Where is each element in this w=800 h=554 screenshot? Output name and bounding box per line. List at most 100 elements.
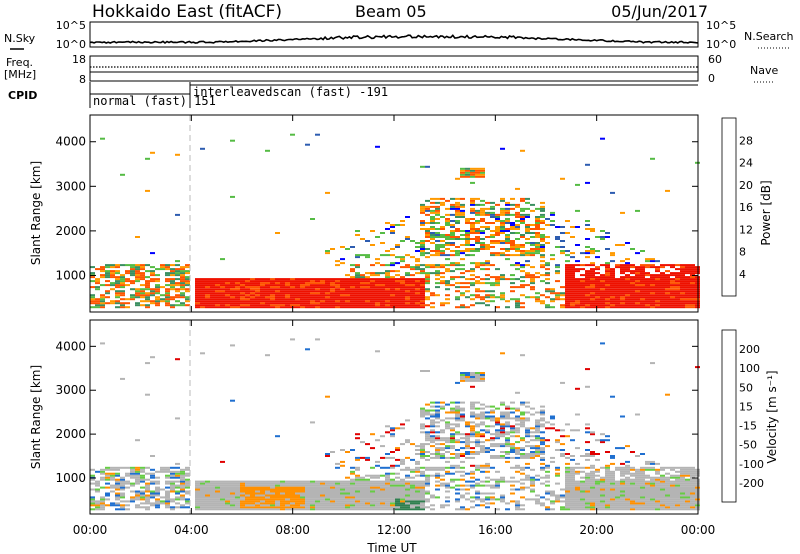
power-cell — [445, 220, 450, 222]
power-cell — [450, 284, 455, 287]
velocity-cell — [665, 486, 670, 489]
velocity-cell — [205, 508, 210, 511]
velocity-cell — [465, 472, 470, 475]
velocity-cell — [220, 508, 225, 511]
velocity-cell — [595, 492, 600, 495]
power-cell — [205, 294, 210, 297]
velocity-cell — [220, 484, 225, 487]
power-cell — [290, 286, 295, 289]
power-cell — [150, 294, 155, 297]
velocity-cell — [110, 478, 115, 481]
power-cell — [530, 244, 535, 246]
power-cell — [565, 298, 570, 301]
power-cell — [125, 264, 130, 267]
power-cell — [360, 276, 365, 279]
velocity-cell — [90, 468, 95, 471]
velocity-cell — [250, 504, 255, 507]
velocity-cell — [415, 506, 420, 509]
power-cell — [555, 294, 560, 297]
power-cell — [270, 298, 275, 301]
velocity-cell — [690, 480, 695, 483]
velocity-cell — [530, 468, 535, 471]
velocity-cell — [385, 496, 390, 499]
velocity-cell — [580, 476, 585, 479]
velocity-cell — [435, 409, 440, 412]
power-cell — [110, 282, 115, 285]
velocity-cell — [270, 492, 275, 495]
power-cell — [145, 270, 150, 273]
velocity-cell — [570, 506, 575, 509]
velocity-cell — [435, 421, 440, 424]
velocity-cell — [590, 500, 595, 503]
power-cell — [530, 248, 535, 250]
power-cell — [365, 278, 370, 281]
power-cell — [210, 296, 215, 299]
velocity-cell — [475, 492, 480, 495]
velocity-cell — [480, 445, 485, 448]
power-cell — [485, 211, 490, 214]
power-cell — [540, 240, 545, 242]
power-cell — [435, 246, 440, 248]
velocity-cell — [620, 504, 625, 507]
power-cell — [665, 290, 670, 293]
velocity-cell — [545, 492, 550, 495]
power-cell — [145, 306, 150, 309]
power-cell — [650, 292, 655, 295]
power-cell — [620, 268, 625, 271]
velocity-cell — [415, 492, 420, 495]
velocity-cell — [140, 494, 145, 497]
power-cell — [435, 266, 440, 269]
power-cell — [675, 306, 680, 309]
power-cell — [260, 282, 265, 285]
power-cell — [625, 304, 630, 307]
velocity-cell — [415, 498, 420, 501]
power-cell — [610, 276, 615, 279]
power-cell — [515, 286, 520, 289]
velocity-cell — [350, 470, 355, 473]
power-cell — [310, 284, 315, 287]
power-cell — [165, 298, 170, 301]
power-cell — [540, 300, 545, 303]
velocity-cell — [115, 498, 120, 501]
velocity-cell — [195, 494, 200, 497]
power-cell — [440, 240, 445, 242]
power-cell — [335, 282, 340, 285]
power-cell — [315, 296, 320, 299]
power-cell — [390, 286, 395, 289]
power-cell — [555, 236, 560, 238]
velocity-cell — [505, 417, 510, 420]
velocity-cell — [660, 486, 665, 489]
velocity-cell — [240, 498, 245, 501]
velocity-cell — [585, 449, 590, 451]
power-cell — [640, 292, 645, 295]
velocity-cell — [565, 468, 570, 471]
power-cell — [325, 282, 330, 285]
power-cell — [250, 292, 255, 295]
power-cell — [635, 268, 640, 271]
power-cell — [150, 252, 155, 255]
velocity-cell — [610, 492, 615, 495]
velocity-cell — [240, 484, 245, 487]
power-cell — [485, 244, 490, 246]
velocity-cell — [440, 504, 445, 507]
velocity-cell — [170, 472, 175, 475]
velocity-cell — [210, 506, 215, 509]
velocity-cell — [260, 482, 265, 485]
power-cell — [460, 250, 465, 252]
power-cell — [145, 298, 150, 301]
velocity-cell — [325, 494, 330, 497]
velocity-cell — [630, 474, 635, 477]
velocity-cell — [675, 494, 680, 497]
velocity-cell — [475, 413, 480, 416]
power-cell — [185, 270, 190, 273]
power-cell — [545, 242, 550, 244]
power-cell — [600, 137, 605, 140]
power-cell — [290, 298, 295, 301]
power-cell — [435, 294, 440, 297]
power-cell — [595, 302, 600, 305]
colorbar-tick: 16 — [739, 201, 753, 214]
velocity-cell — [560, 449, 565, 451]
velocity-cell — [470, 431, 475, 434]
power-cell — [215, 284, 220, 287]
power-cell — [575, 306, 580, 309]
